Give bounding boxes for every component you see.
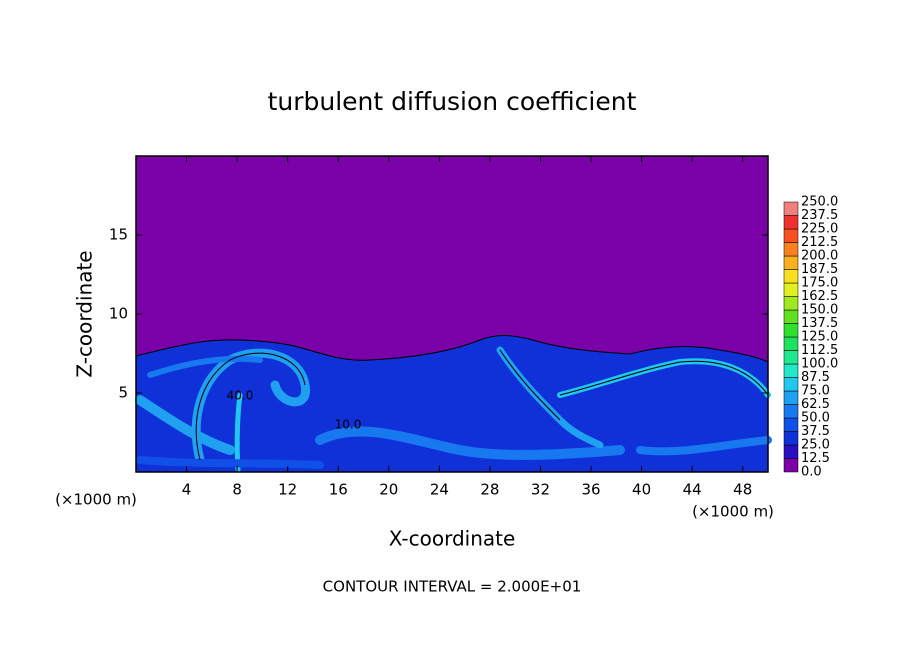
colorbar-cell (783, 390, 799, 405)
colorbar-label: 87.5 (801, 370, 830, 385)
y-unit: (×1000 m) (55, 491, 137, 509)
colorbar-label: 50.0 (801, 411, 830, 426)
colorbar-cell (783, 336, 799, 351)
x-tick-label: 36 (581, 481, 600, 499)
colorbar-cell (783, 323, 799, 338)
colorbar-label: 162.5 (801, 289, 838, 304)
colorbar-label: 200.0 (801, 249, 838, 264)
colorbar-label: 187.5 (801, 262, 838, 277)
x-tick-label: 24 (430, 481, 449, 499)
colorbar-label: 175.0 (801, 276, 838, 291)
colorbar-cell (783, 255, 799, 270)
colorbar-label: 75.0 (801, 384, 830, 399)
colorbar-label: 150.0 (801, 303, 838, 318)
colorbar-cell (783, 282, 799, 297)
colorbar-cell (783, 242, 799, 257)
colorbar-label: 62.5 (801, 397, 830, 412)
colorbar-cell (783, 444, 799, 459)
contour-field (135, 156, 772, 473)
colorbar-cell (783, 269, 799, 284)
colorbar-label: 225.0 (801, 222, 838, 237)
colorbar-label: 12.5 (801, 451, 830, 466)
x-tick-label: 16 (329, 481, 348, 499)
x-tick-label: 20 (379, 481, 398, 499)
colorbar-label: 100.0 (801, 357, 838, 372)
x-tick-label: 8 (232, 481, 242, 499)
footer: CONTOUR INTERVAL = 2.000E+01 (323, 578, 582, 596)
x-tick-label: 4 (182, 481, 192, 499)
colorbar-cell (783, 458, 799, 473)
x-unit: (×1000 m) (692, 503, 774, 521)
colorbar-label: 25.0 (801, 438, 830, 453)
colorbar-cell (783, 363, 799, 378)
colorbar-cell (783, 350, 799, 365)
colorbar-label: 125.0 (801, 330, 838, 345)
colorbar-label: 250.0 (801, 195, 838, 210)
x-tick-label: 44 (683, 481, 702, 499)
colorbar-label: 212.5 (801, 235, 838, 250)
colorbar-label: 37.5 (801, 424, 830, 439)
chart-title: turbulent diffusion coefficient (268, 87, 637, 116)
y-tick-label: 5 (118, 384, 128, 402)
colorbar-cell (783, 296, 799, 311)
contour-lines (195, 349, 769, 461)
colorbar-cell (783, 215, 799, 230)
colorbar-label: 237.5 (801, 208, 838, 223)
x-tick-label: 12 (278, 481, 297, 499)
colorbar-label: 112.5 (801, 343, 838, 358)
colorbar-label: 137.5 (801, 316, 838, 331)
x-axis-label: X-coordinate (389, 527, 516, 551)
colorbar-cell (783, 309, 799, 324)
colorbar-label: 0.0 (801, 465, 822, 480)
contour-label: 10.0 (335, 418, 362, 432)
y-tick-label: 15 (109, 226, 128, 244)
x-tick-label: 40 (632, 481, 651, 499)
x-tick-label: 32 (531, 481, 550, 499)
y-axis-label: Z-coordinate (73, 250, 97, 377)
colorbar-cell (783, 228, 799, 243)
contour-label: 40.0 (227, 389, 254, 403)
colorbar-cell (783, 417, 799, 432)
colorbar-cell (783, 404, 799, 419)
colorbar-cell (783, 201, 799, 216)
x-tick-label: 28 (480, 481, 499, 499)
x-tick-label: 48 (733, 481, 752, 499)
colorbar-cell (783, 431, 799, 446)
y-tick-label: 10 (109, 305, 128, 323)
colorbar-cell (783, 377, 799, 392)
